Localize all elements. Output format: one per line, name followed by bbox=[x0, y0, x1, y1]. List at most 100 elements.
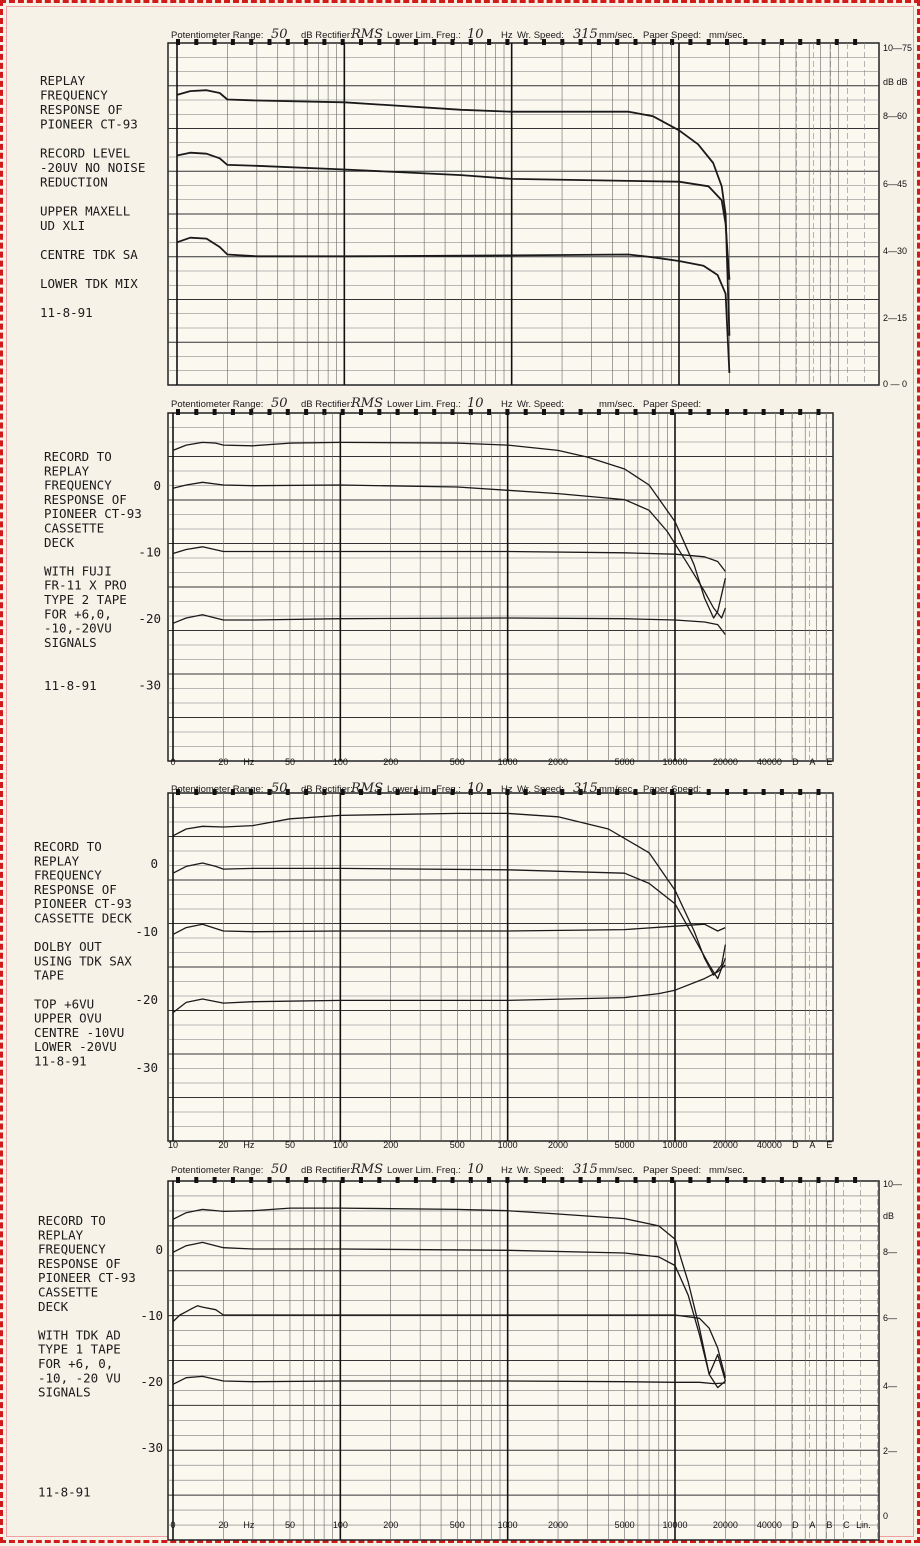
sprocket-mark bbox=[761, 39, 766, 45]
note-line: CASSETTE bbox=[38, 1285, 98, 1300]
note-line: UD XLI bbox=[40, 218, 85, 233]
sprocket-mark bbox=[249, 1177, 254, 1183]
sprocket-mark bbox=[413, 789, 418, 795]
db-label: 0 bbox=[155, 1242, 163, 1257]
x-tick-label: 2000 bbox=[548, 757, 568, 767]
sprocket-mark bbox=[304, 39, 309, 45]
header-rect: RMS bbox=[350, 396, 383, 411]
sprocket-mark bbox=[743, 409, 748, 415]
header-hz-label: Hz bbox=[501, 1165, 513, 1176]
sprocket-mark bbox=[578, 789, 583, 795]
sprocket-mark bbox=[651, 39, 656, 45]
sprocket-mark bbox=[359, 409, 363, 415]
x-tick-label: Hz bbox=[243, 757, 254, 767]
note-line: REPLAY bbox=[44, 463, 90, 478]
sprocket-mark bbox=[761, 1177, 766, 1183]
header-pot-label: Potentiometer Range: bbox=[171, 1165, 263, 1176]
sprocket-mark bbox=[413, 39, 418, 45]
x-tick-label: 200 bbox=[383, 757, 398, 767]
sprocket-mark bbox=[432, 1177, 437, 1183]
note-line: TAPE bbox=[34, 968, 64, 983]
x-tick-label: Hz bbox=[243, 1140, 254, 1150]
sprocket-mark bbox=[340, 409, 345, 415]
sprocket-mark bbox=[285, 39, 290, 45]
sprocket-mark bbox=[230, 39, 235, 45]
sprocket-mark bbox=[468, 409, 473, 415]
note-line: FR-11 X PRO bbox=[44, 578, 127, 593]
note-line: RESPONSE OF bbox=[38, 1256, 121, 1271]
header-wr-label: Wr. Speed: bbox=[517, 399, 564, 410]
series-line-1 bbox=[172, 812, 727, 976]
series-line-4 bbox=[172, 1375, 726, 1385]
x-tick-label: 1000 bbox=[498, 757, 518, 767]
sprocket-mark bbox=[450, 409, 455, 415]
x-tick-label: Hz bbox=[243, 1520, 254, 1530]
note-line: RECORD TO bbox=[38, 1213, 106, 1228]
series-line-3 bbox=[172, 546, 726, 572]
series-line-1 bbox=[176, 89, 731, 336]
sprocket-mark bbox=[633, 1177, 638, 1183]
sprocket-mark bbox=[670, 789, 675, 795]
sprocket-mark bbox=[194, 1177, 199, 1183]
sprocket-mark bbox=[267, 789, 272, 795]
sprocket-mark bbox=[706, 789, 711, 795]
sprocket-mark bbox=[450, 789, 455, 795]
sprocket-mark bbox=[395, 39, 400, 45]
sprocket-mark bbox=[725, 409, 729, 415]
note-line: RECORD TO bbox=[44, 449, 112, 464]
sprocket-mark bbox=[468, 789, 473, 795]
db-label: -20 bbox=[135, 992, 158, 1007]
chart-sheet: Potentiometer Range: 50 dB Rectifier:RMS Lo… bbox=[34, 27, 912, 1541]
note-line: -20UV NO NOISE bbox=[40, 160, 145, 175]
db-label: -30 bbox=[135, 1060, 158, 1075]
sprocket-mark bbox=[816, 1177, 821, 1183]
sprocket-mark bbox=[212, 39, 217, 45]
x-tick-label: Lin. bbox=[856, 1520, 871, 1530]
x-tick-label: 2000 bbox=[548, 1520, 568, 1530]
x-tick-label: D bbox=[792, 1520, 799, 1530]
note-line: PIONEER CT-93 bbox=[44, 506, 142, 521]
sprocket-mark bbox=[523, 1177, 528, 1183]
note-line: RECORD LEVEL bbox=[40, 146, 130, 161]
sprocket-mark bbox=[779, 1177, 784, 1183]
series-line-3 bbox=[172, 1305, 727, 1378]
x-tick-label: 20000 bbox=[713, 1520, 738, 1530]
x-tick-label: 10000 bbox=[662, 1140, 687, 1150]
header-wr-label: Wr. Speed: bbox=[517, 30, 564, 41]
header-hz-label: Hz bbox=[501, 399, 513, 410]
x-tick-label: A bbox=[809, 1140, 815, 1150]
x-tick-label: 50 bbox=[285, 757, 295, 767]
sprocket-mark bbox=[651, 1177, 656, 1183]
x-tick-label: 500 bbox=[450, 1140, 465, 1150]
sprocket-mark bbox=[505, 409, 510, 415]
header-mm-label: mm/sec. bbox=[599, 30, 635, 41]
chart-header: Potentiometer Range: 50 dB Rectifier:RMS Lo… bbox=[171, 1162, 745, 1177]
x-tick-label: B bbox=[826, 1520, 832, 1530]
note-line: REDUCTION bbox=[40, 175, 108, 190]
note-line: REPLAY bbox=[34, 853, 80, 868]
sprocket-mark bbox=[633, 409, 638, 415]
note-line: CENTRE TDK SA bbox=[40, 247, 138, 262]
note-line: SIGNALS bbox=[44, 635, 97, 650]
x-tick-label: 40000 bbox=[757, 1520, 782, 1530]
sprocket-mark bbox=[542, 39, 546, 45]
header-pot-label: Potentiometer Range: bbox=[171, 399, 263, 410]
sprocket-mark bbox=[651, 409, 656, 415]
sprocket-mark bbox=[688, 789, 693, 795]
sprocket-mark bbox=[688, 409, 693, 415]
note-line: 11-8-91 bbox=[44, 678, 97, 693]
header-rect-label: dB Rectifier: bbox=[301, 399, 353, 410]
header-wr: 315 bbox=[573, 1162, 598, 1177]
sprocket-mark bbox=[578, 1177, 583, 1183]
right-scale-label: 0 bbox=[883, 1511, 888, 1521]
series-line-3 bbox=[176, 236, 731, 374]
x-ticks: 0 20 Hz 50 100 200 500 1000 2000 5000 10000 20000 40… bbox=[170, 757, 832, 767]
sprocket-mark bbox=[322, 789, 327, 795]
header-paper-label: Paper Speed: bbox=[643, 30, 701, 41]
sprocket-mark bbox=[798, 39, 803, 45]
sprocket-mark bbox=[176, 409, 180, 415]
note-line: TOP +6VU bbox=[34, 996, 94, 1011]
